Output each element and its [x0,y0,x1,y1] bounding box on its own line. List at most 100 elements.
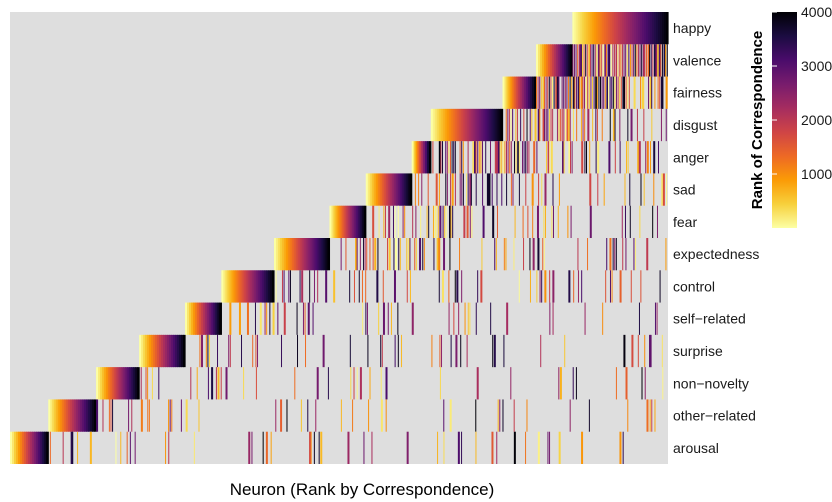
heatmap-cell [537,431,540,464]
heatmap-cell [532,76,535,109]
heatmap-cell [90,399,93,432]
heatmap-cell [340,399,342,432]
heatmap-cell [528,141,530,174]
heatmap-cell [385,399,387,432]
heatmap-cell [433,238,435,271]
heatmap-cell [520,108,522,142]
heatmap-cell [399,238,401,271]
heatmap-cell [608,12,611,45]
heatmap-cell [259,270,263,303]
heatmap-cell [506,76,510,109]
heatmap-cell [352,399,354,432]
heatmap-cell [598,76,600,109]
heatmap-cell [281,238,285,271]
heatmap-cell [662,76,664,109]
heatmap-cell [650,334,652,368]
heatmap-cell [409,238,411,271]
heatmap-cell [12,431,15,464]
heatmap-cell [125,367,128,400]
heatmap-cell [544,76,546,109]
heatmap-cell [385,173,389,206]
heatmap-cell [301,238,305,271]
heatmap-cell [530,76,533,109]
heatmap-cell [191,302,194,335]
heatmap-cell [582,12,585,45]
heatmap-cell [198,399,200,432]
heatmap-cell [229,334,231,368]
heatmap-cell [532,238,535,271]
heatmap-cell [482,141,484,174]
heatmap-cell [435,173,438,206]
row-label: valence [673,52,721,68]
heatmap-cell [110,399,112,432]
heatmap-cell [480,141,482,174]
heatmap-cell [283,238,287,271]
heatmap-cell [98,367,101,400]
heatmap-cell [418,173,420,206]
heatmap-cell [638,12,641,45]
heatmap-cell [389,173,393,206]
heatmap-cell [167,334,170,368]
heatmap-cell [650,141,652,174]
heatmap-cell [532,205,534,238]
heatmap-cell [617,76,619,109]
heatmap-cell [604,12,607,45]
heatmap-cell [546,141,548,174]
heatmap-cell [436,108,440,142]
heatmap-cell [632,12,635,45]
heatmap-cell [62,399,65,432]
heatmap-cell [595,141,597,174]
heatmap-cell [596,12,599,45]
heatmap-cell [449,399,452,432]
heatmap-cell [313,270,315,303]
heatmap-cell [450,205,452,238]
heatmap-cell [397,302,399,335]
heatmap-cell [238,302,241,335]
heatmap-cell [397,334,399,368]
heatmap-cell [359,205,363,238]
heatmap-cell [556,108,558,142]
heatmap-cell [377,238,379,271]
heatmap-cell [159,334,162,368]
heatmap-cell [380,399,383,432]
heatmap-cell [215,302,218,335]
heatmap-cell [380,334,382,368]
heatmap-cell [190,367,192,400]
heatmap-cell [549,431,551,464]
heatmap-cell [542,44,545,77]
heatmap-cell [50,399,53,432]
heatmap-cell [271,270,275,303]
heatmap-cell [624,173,626,206]
heatmap-cell [544,205,546,238]
heatmap-cell [593,44,595,77]
heatmap-cell [560,108,562,142]
heatmap-cell [518,141,520,174]
heatmap-cell [566,44,569,77]
heatmap-cell [522,205,524,238]
heatmap-cell [318,431,320,464]
heatmap-cell [517,141,520,174]
heatmap-cell [518,76,521,109]
heatmap-cell [38,431,41,464]
heatmap-cell [472,108,476,142]
heatmap-cell [415,205,417,238]
heatmap-cell [581,270,583,303]
heatmap-cell [185,399,188,432]
heatmap-cell [633,44,635,77]
heatmap-cell [411,302,414,335]
heatmap-cell [572,367,574,400]
heatmap-cell [448,205,451,238]
heatmap-cell [512,173,514,206]
heatmap-cell [575,367,577,400]
heatmap-cell [510,173,512,206]
heatmap-cell [349,205,353,238]
heatmap-cell [89,431,92,464]
colorbar-tick-label: 4000 [801,4,832,20]
heatmap-cell [470,173,472,206]
heatmap-cell [161,334,164,368]
heatmap-cell [478,141,480,174]
heatmap-cell [513,399,515,432]
heatmap-cell [648,76,650,109]
heatmap-cell [593,76,595,109]
heatmap-cell [395,173,399,206]
